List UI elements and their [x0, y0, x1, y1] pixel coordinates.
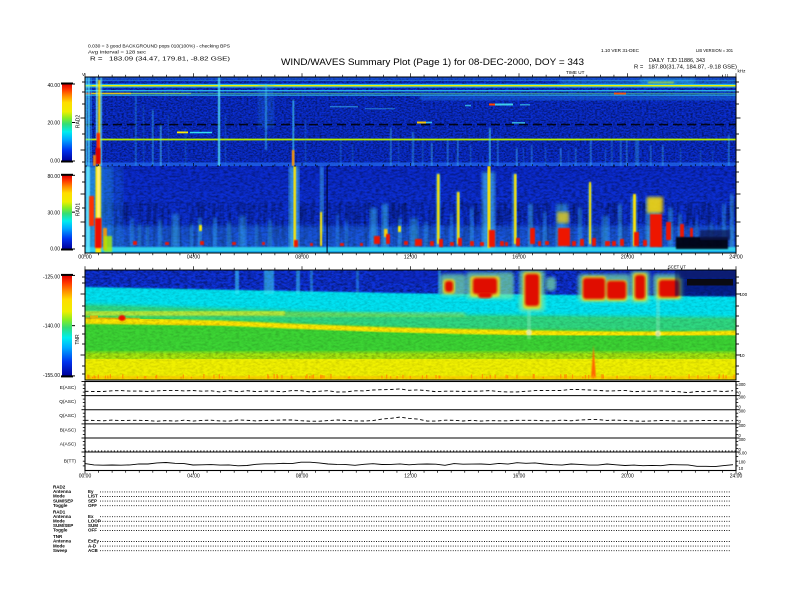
svg-text:RAD1: RAD1 [76, 203, 82, 217]
svg-text:-140.00: -140.00 [43, 324, 60, 330]
svg-text:RAD2: RAD2 [76, 115, 82, 129]
svg-text:20:00: 20:00 [621, 474, 634, 480]
svg-text:kHz: kHz [738, 69, 747, 74]
svg-text:6.00: 6.00 [739, 451, 748, 456]
svg-text:E(ASC): E(ASC) [60, 385, 77, 391]
svg-text:Antenna: Antenna [53, 489, 71, 494]
svg-text:SEP: SEP [88, 498, 97, 503]
svg-text:-155.00: -155.00 [43, 373, 60, 379]
svg-text:Antenna: Antenna [53, 539, 71, 544]
svg-text:Sweep: Sweep [53, 548, 68, 553]
svg-text:100: 100 [739, 460, 747, 465]
svg-text:10: 10 [740, 353, 746, 358]
svg-text:300: 300 [739, 395, 747, 400]
svg-text:Avg Interval = 128 sec: Avg Interval = 128 sec [88, 50, 147, 56]
svg-text:Mode: Mode [53, 543, 65, 548]
svg-text:Toggle: Toggle [53, 528, 68, 533]
svg-text:100: 100 [740, 292, 748, 297]
svg-text:LIB VERSION = 301: LIB VERSION = 301 [696, 48, 733, 54]
svg-text:Antenna: Antenna [53, 514, 71, 519]
svg-text:SUM: SUM [88, 523, 98, 528]
svg-text:A(ASC): A(ASC) [60, 441, 77, 447]
svg-text:Q(ASC): Q(ASC) [59, 399, 76, 405]
svg-text:SCET UT: SCET UT [668, 265, 686, 270]
svg-text:08:00: 08:00 [295, 255, 309, 261]
svg-text:20.00: 20.00 [47, 121, 60, 127]
svg-text:Mode: Mode [53, 519, 65, 524]
svg-text:12:00: 12:00 [404, 474, 417, 480]
svg-text:SUM/SEP: SUM/SEP [53, 523, 73, 528]
svg-text:0.00: 0.00 [50, 159, 60, 165]
svg-text:-125.00: -125.00 [43, 275, 60, 281]
svg-text:TNR: TNR [53, 534, 63, 539]
svg-text:0: 0 [739, 405, 742, 410]
svg-text:ExEy: ExEy [88, 539, 100, 544]
svg-text:40.00: 40.00 [47, 83, 60, 89]
svg-text:0: 0 [739, 391, 742, 396]
svg-text:12:00: 12:00 [404, 255, 418, 261]
svg-text:10: 10 [739, 466, 744, 471]
svg-text:OFF: OFF [88, 528, 97, 533]
svg-text:WIND/WAVES Summary Plot (Page: WIND/WAVES Summary Plot (Page 1) for 08-… [281, 57, 584, 68]
svg-text:RAD1: RAD1 [53, 509, 66, 514]
svg-text:LIST: LIST [88, 494, 98, 499]
svg-text:300: 300 [739, 409, 747, 414]
svg-text:0: 0 [739, 471, 742, 476]
svg-text:Ey: Ey [88, 489, 94, 494]
svg-text:16:00: 16:00 [513, 474, 526, 480]
svg-text:300: 300 [739, 423, 747, 428]
svg-text:300: 300 [739, 437, 747, 442]
svg-text:16:00: 16:00 [512, 255, 526, 261]
svg-text:Toggle: Toggle [53, 503, 68, 508]
svg-text:0.030 = 3 good BACKGROUND pops: 0.030 = 3 good BACKGROUND pops 010(100%)… [88, 44, 230, 50]
svg-text:0: 0 [739, 447, 742, 452]
svg-text:DAILY TJD 11886, 343: DAILY TJD 11886, 343 [649, 58, 705, 64]
svg-text:Mode: Mode [53, 494, 65, 499]
svg-text:R = 187.80(31.74, 184.87, -9: R = 187.80(31.74, 184.87, -9.18 GSE) [634, 65, 737, 71]
svg-text:R = 183.09 (34.47, 179.81, -: R = 183.09 (34.47, 179.81, -8.82 GSE) [90, 57, 230, 63]
svg-text:Q(ASC): Q(ASC) [59, 413, 76, 419]
svg-text:04:00: 04:00 [187, 474, 200, 480]
svg-text:TNR: TNR [75, 334, 81, 345]
svg-text:B(ASC): B(ASC) [60, 427, 77, 433]
svg-text:U: U [725, 73, 728, 78]
svg-text:1.10 VER 31-DEC: 1.10 VER 31-DEC [601, 48, 640, 54]
svg-text:ACB: ACB [88, 548, 98, 553]
svg-text:Ex: Ex [88, 514, 94, 519]
svg-text:24:00: 24:00 [729, 255, 743, 261]
svg-text:0: 0 [739, 419, 742, 424]
svg-text:300: 300 [739, 382, 747, 387]
svg-text:B(TT): B(TT) [64, 459, 77, 465]
svg-text:0: 0 [739, 433, 742, 438]
svg-text:SUM/SEP: SUM/SEP [53, 498, 73, 503]
svg-text:08:00: 08:00 [296, 474, 309, 480]
svg-text:00:00: 00:00 [79, 474, 92, 480]
svg-text:OFF: OFF [88, 503, 97, 508]
svg-text:V: V [82, 72, 85, 77]
svg-text:RAD2: RAD2 [53, 485, 66, 490]
svg-text:LOOP: LOOP [88, 519, 101, 524]
svg-text:TIME UT: TIME UT [566, 70, 585, 75]
svg-text:80.00: 80.00 [47, 174, 60, 180]
svg-text:24:00: 24:00 [730, 474, 743, 480]
svg-text:00:00: 00:00 [78, 255, 92, 261]
svg-text:20:00: 20:00 [621, 255, 635, 261]
svg-text:0.00: 0.00 [50, 247, 60, 253]
svg-text:30.00: 30.00 [47, 211, 60, 217]
svg-text:04:00: 04:00 [187, 255, 201, 261]
svg-text:A-D: A-D [88, 543, 97, 548]
